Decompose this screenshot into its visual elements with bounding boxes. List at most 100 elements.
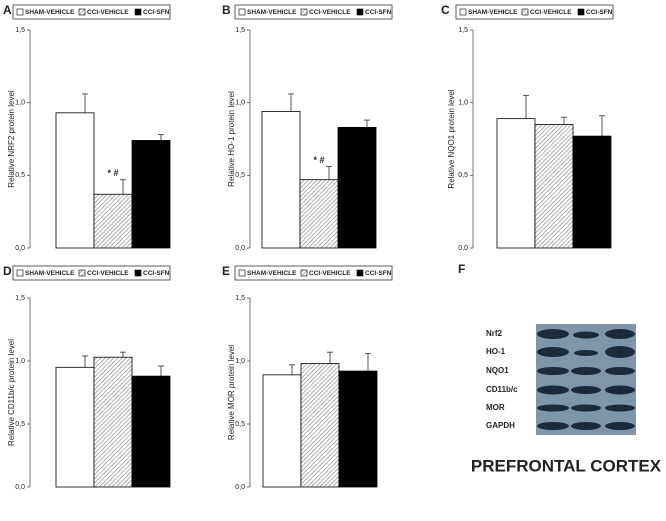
bar xyxy=(261,110,301,249)
panel-label: F xyxy=(458,262,465,276)
legend-box xyxy=(234,4,393,20)
y-tick-label: 1,5 xyxy=(235,27,245,34)
bar xyxy=(131,140,171,249)
legend-swatch xyxy=(16,8,24,16)
panel-label: E xyxy=(222,264,230,278)
bar xyxy=(93,193,133,249)
blot-row-label: GAPDH xyxy=(486,421,515,430)
legend-swatch xyxy=(134,269,142,277)
legend-label: SHAM-VEHICLE xyxy=(25,270,75,277)
legend-swatch xyxy=(238,269,246,277)
legend-swatch xyxy=(356,269,364,277)
y-tick-label: 1,0 xyxy=(235,358,245,365)
y-axis-label: Relative MOR protein level xyxy=(227,345,236,440)
legend: SHAM-VEHICLE CCI-VEHICLE CCI-SFN xyxy=(12,265,171,281)
blot-image xyxy=(536,324,636,435)
bar xyxy=(300,363,340,488)
legend-label: CCI-SFN xyxy=(143,270,170,277)
legend-label: SHAM-VEHICLE xyxy=(25,9,75,16)
legend-label: SHAM-VEHICLE xyxy=(468,9,518,16)
y-tick-label: 0,0 xyxy=(235,245,245,252)
bar xyxy=(337,126,377,249)
legend-label: CCI-VEHICLE xyxy=(87,9,129,16)
legend-swatch xyxy=(78,8,86,16)
legend-swatch xyxy=(78,269,86,277)
bar xyxy=(299,179,339,249)
legend: SHAM-VEHICLE CCI-VEHICLE CCI-SFN xyxy=(12,4,171,20)
blot-row-label: MOR xyxy=(486,403,505,412)
blot-row-label: NQO1 xyxy=(486,366,509,375)
legend-label: CCI-VEHICLE xyxy=(309,9,351,16)
y-tick-label: 1,0 xyxy=(458,100,468,107)
bar-chart: D SHAM-VEHICLE CCI-VEHICLE CCI-SFN 0,0 0,5 1,0… xyxy=(3,264,171,491)
bar-chart: B SHAM-VEHICLE CCI-VEHICLE CCI-SFN 0,0 0,5 1,0… xyxy=(222,3,393,252)
legend-swatch xyxy=(521,8,529,16)
legend-swatch xyxy=(16,269,24,277)
bar xyxy=(338,370,378,488)
y-tick-label: 1,0 xyxy=(15,358,25,365)
y-tick-label: 1,5 xyxy=(235,295,245,302)
legend-swatch xyxy=(300,8,308,16)
legend-label: CCI-VEHICLE xyxy=(87,270,129,277)
legend-swatch xyxy=(300,269,308,277)
legend-box xyxy=(12,4,171,20)
blot-panel: F Nrf2 HO-1 NQO1 CD11b/c MOR GAPDH PREFR… xyxy=(458,262,662,475)
legend: SHAM-VEHICLE CCI-VEHICLE CCI-SFN xyxy=(234,4,393,20)
bar-chart: E SHAM-VEHICLE CCI-VEHICLE CCI-SFN 0,0 0,5 1,0… xyxy=(222,264,393,491)
legend-label: CCI-SFN xyxy=(365,9,392,16)
legend-swatch xyxy=(577,8,585,16)
legend-label: CCI-SFN xyxy=(143,9,170,16)
bar xyxy=(93,356,133,488)
y-tick-label: 1,5 xyxy=(458,27,468,34)
y-tick-label: 0,5 xyxy=(15,421,25,428)
y-tick-label: 0,0 xyxy=(458,245,468,252)
y-tick-label: 0,5 xyxy=(15,172,25,179)
legend-swatch xyxy=(356,8,364,16)
legend-box xyxy=(12,265,171,281)
legend-box xyxy=(234,265,393,281)
blot-row-label: Nrf2 xyxy=(486,329,503,338)
bar-chart: C SHAM-VEHICLE CCI-VEHICLE CCI-SFN 0,0 0,5 1,0… xyxy=(441,3,614,252)
y-tick-label: 0,0 xyxy=(15,484,25,491)
bar xyxy=(572,135,612,249)
legend-label: SHAM-VEHICLE xyxy=(247,9,297,16)
blot-bands xyxy=(537,329,635,430)
bar-chart: A SHAM-VEHICLE CCI-VEHICLE CCI-SFN 0,0 0,5 1,0… xyxy=(3,3,171,252)
legend-swatch xyxy=(134,8,142,16)
y-axis-label: Relative NRF2 protein level xyxy=(7,90,16,188)
y-tick-label: 1,0 xyxy=(235,100,245,107)
bar xyxy=(131,375,171,488)
y-tick-label: 1,5 xyxy=(15,295,25,302)
bar xyxy=(55,112,95,249)
bar xyxy=(262,374,302,488)
y-tick-label: 0,0 xyxy=(15,245,25,252)
legend-label: CCI-SFN xyxy=(365,270,392,277)
legend-label: CCI-SFN xyxy=(586,9,613,16)
legend: SHAM-VEHICLE CCI-VEHICLE CCI-SFN xyxy=(234,265,393,281)
y-axis-label: Relative NQO1 protein level xyxy=(447,89,456,188)
y-tick-label: 0,5 xyxy=(235,172,245,179)
region-title: PREFRONTAL CORTEX xyxy=(471,456,662,475)
panel-label: B xyxy=(222,3,231,17)
y-tick-label: 1,5 xyxy=(15,27,25,34)
annotation: * # xyxy=(107,168,118,178)
legend-label: CCI-VEHICLE xyxy=(309,270,351,277)
blot-row-label: HO-1 xyxy=(486,347,506,356)
legend: SHAM-VEHICLE CCI-VEHICLE CCI-SFN xyxy=(455,4,614,20)
y-axis-label: Relative CD11b/c protein level xyxy=(7,339,16,446)
y-tick-label: 0,5 xyxy=(235,421,245,428)
legend-label: CCI-VEHICLE xyxy=(530,9,572,16)
panel-label: C xyxy=(441,3,450,17)
blot-row-label: CD11b/c xyxy=(486,385,518,394)
annotation: * # xyxy=(313,155,324,165)
y-axis-label: Relative HO-1 protein level xyxy=(227,91,236,187)
legend-box xyxy=(455,4,614,20)
bar xyxy=(496,118,536,249)
y-tick-label: 0,0 xyxy=(235,484,245,491)
legend-swatch xyxy=(238,8,246,16)
y-tick-label: 1,0 xyxy=(15,100,25,107)
panel-label: A xyxy=(3,3,12,17)
legend-label: SHAM-VEHICLE xyxy=(247,270,297,277)
legend-swatch xyxy=(459,8,467,16)
